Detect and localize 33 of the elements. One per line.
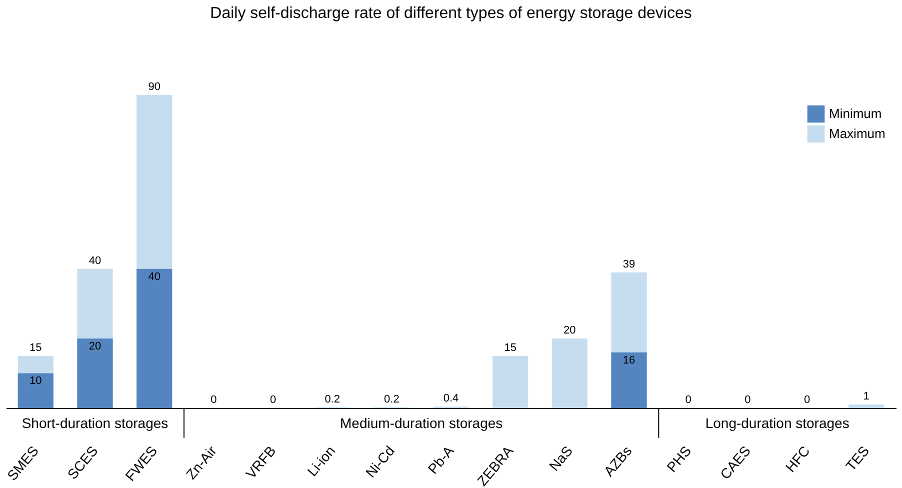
data-label: 0	[804, 394, 810, 406]
data-label: 40	[148, 270, 160, 283]
data-label: 10	[30, 375, 42, 388]
bar	[136, 268, 172, 408]
text: Long-duration storages	[705, 415, 850, 431]
bar	[848, 404, 884, 408]
data-label: 15	[504, 342, 516, 354]
data-label: 0	[685, 394, 692, 406]
data-label: 40	[88, 254, 102, 267]
data-label: 20	[564, 324, 576, 336]
data-label: 0	[270, 394, 276, 406]
bar	[18, 373, 54, 408]
data-label: 0	[744, 394, 751, 406]
bar	[77, 338, 113, 408]
text: Short-duration storages	[22, 415, 168, 431]
chart-title: Daily self-discharge rate of different types of energy storage devices	[210, 5, 692, 22]
legend-label: Maximum	[829, 126, 886, 141]
data-label: 90	[148, 81, 160, 93]
bar	[611, 352, 647, 408]
bar	[492, 356, 528, 408]
data-label: 0.2	[384, 393, 400, 406]
data-label: 0.4	[443, 392, 459, 405]
data-label: 16	[622, 354, 636, 366]
text: Medium-duration storages	[340, 415, 503, 431]
data-label: 0.2	[324, 393, 340, 406]
data-label: 1	[863, 390, 870, 403]
data-label: 20	[88, 340, 102, 352]
x-tick-label: TES	[842, 442, 872, 474]
data-label: 15	[30, 342, 42, 354]
data-label: 0	[210, 394, 217, 406]
bar	[552, 338, 588, 408]
data-label: 39	[622, 258, 636, 270]
legend-label: Minimum	[829, 106, 882, 121]
